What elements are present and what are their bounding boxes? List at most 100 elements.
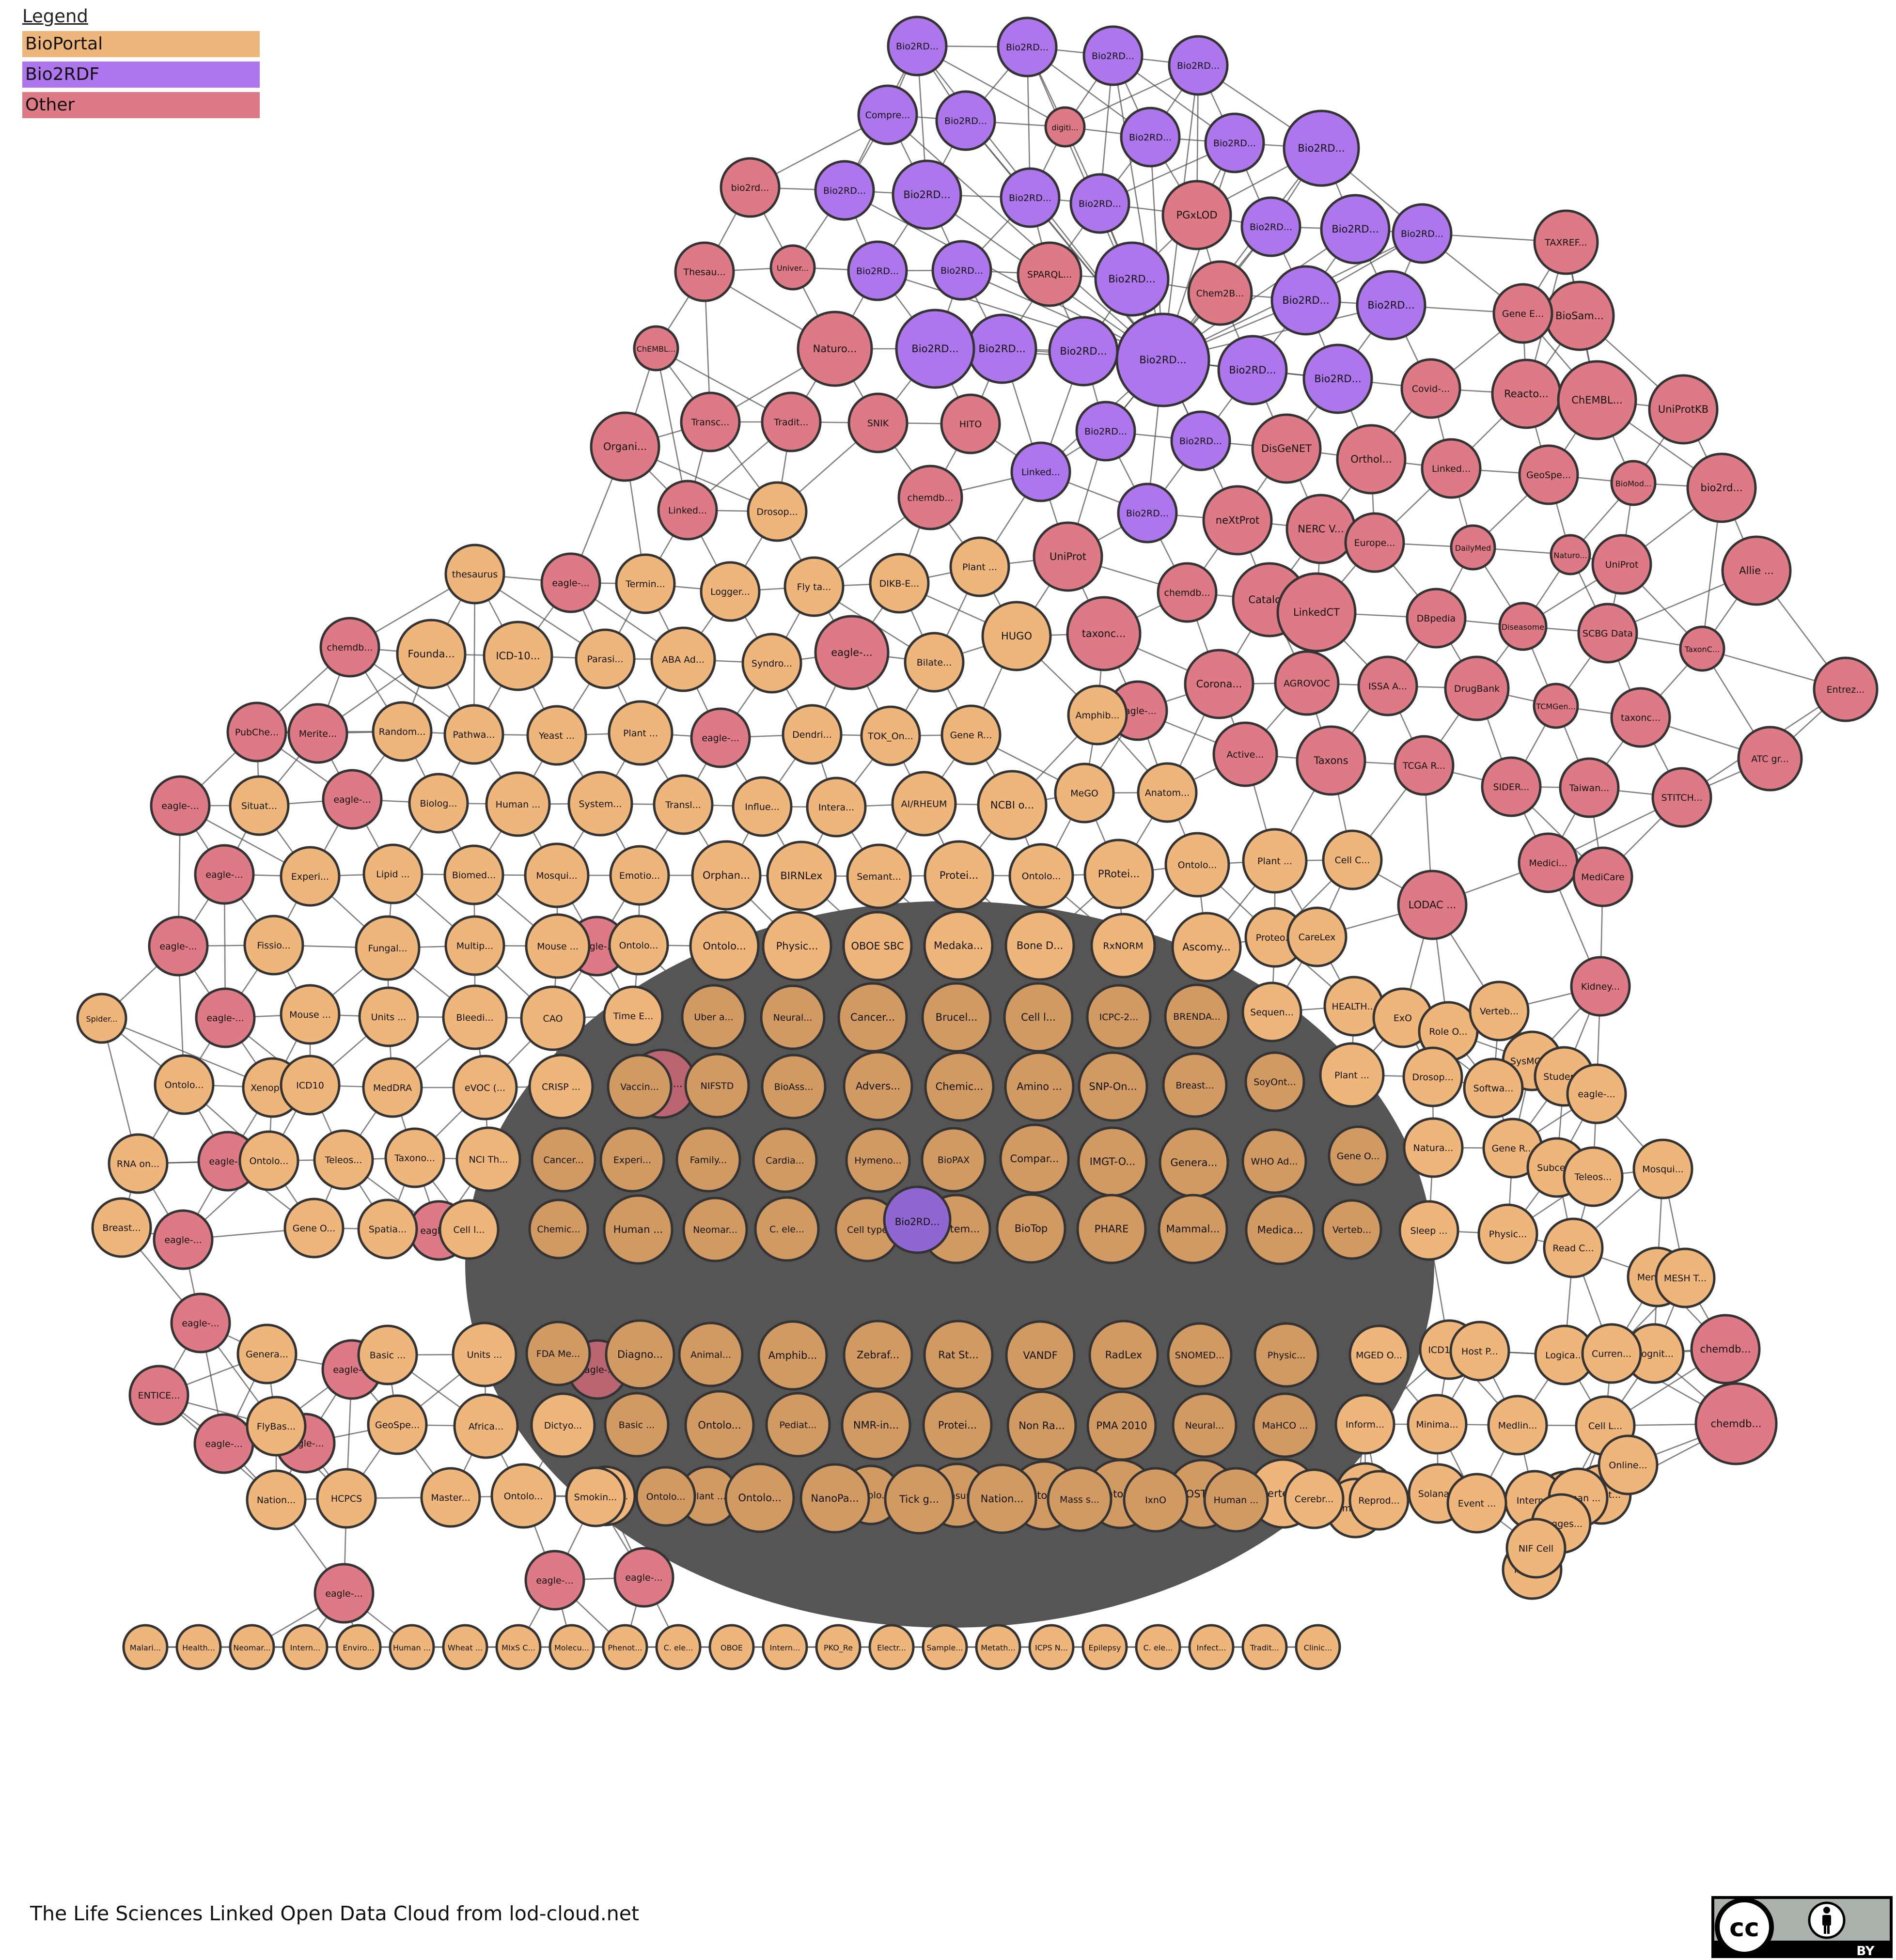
graph-node[interactable]: Mass s... — [1047, 1466, 1113, 1532]
node-circle[interactable] — [599, 1127, 665, 1193]
graph-node[interactable]: Chemic... — [924, 1051, 995, 1122]
graph-node[interactable]: Bleedi... — [442, 984, 508, 1050]
graph-node[interactable]: Mammal... — [1158, 1194, 1228, 1264]
graph-node[interactable]: MGED O... — [1348, 1324, 1410, 1385]
node-circle[interactable] — [453, 1393, 519, 1459]
node-circle[interactable] — [154, 1054, 215, 1115]
node-circle[interactable] — [1610, 687, 1671, 748]
graph-node[interactable]: Nation... — [967, 1463, 1037, 1534]
node-circle[interactable] — [1721, 535, 1792, 606]
graph-node[interactable]: chemdb... — [1690, 1314, 1761, 1384]
graph-node[interactable]: AGROVOC — [1274, 650, 1340, 716]
node-circle[interactable] — [1172, 1392, 1238, 1458]
graph-node[interactable]: PubChe... — [226, 701, 287, 762]
node-circle[interactable] — [1254, 1322, 1319, 1388]
graph-node[interactable]: Cell l... — [439, 1199, 500, 1260]
graph-node[interactable]: Physic... — [1254, 1322, 1319, 1388]
node-circle[interactable] — [708, 1624, 755, 1670]
node-circle[interactable] — [153, 1209, 214, 1270]
graph-node[interactable]: SCBG Data — [1577, 603, 1638, 664]
graph-node[interactable]: Linked... — [657, 480, 718, 541]
graph-node[interactable]: ChEMBL... — [633, 325, 679, 372]
node-circle[interactable] — [1241, 981, 1302, 1042]
node-circle[interactable] — [949, 536, 1010, 597]
node-circle[interactable] — [1187, 260, 1253, 326]
node-circle[interactable] — [1481, 756, 1542, 817]
node-circle[interactable] — [1394, 735, 1455, 796]
node-circle[interactable] — [754, 1196, 820, 1262]
graph-node[interactable]: Dendri... — [782, 704, 843, 765]
graph-node[interactable]: Neomar... — [682, 1197, 748, 1262]
graph-node[interactable]: Gene O... — [1328, 1125, 1389, 1186]
graph-node[interactable]: Bio2RD... — [1302, 343, 1373, 414]
graph-node[interactable]: UniProtKB — [1648, 374, 1719, 445]
graph-node[interactable]: Compre... — [857, 84, 918, 145]
graph-node[interactable]: NIFSTD — [684, 1053, 750, 1119]
graph-node[interactable]: Infect... — [1188, 1624, 1235, 1670]
graph-node[interactable]: Plant ... — [608, 700, 674, 766]
graph-node[interactable]: Human ... — [389, 1624, 435, 1670]
graph-node[interactable]: Wheat ... — [442, 1624, 488, 1670]
graph-node[interactable]: Bio2RD... — [1094, 241, 1170, 317]
node-circle[interactable] — [700, 561, 761, 622]
node-circle[interactable] — [520, 985, 586, 1051]
graph-node[interactable]: Amphib... — [1067, 684, 1128, 746]
graph-node[interactable]: BioSam... — [1544, 280, 1615, 351]
node-circle[interactable] — [1286, 906, 1348, 967]
node-circle[interactable] — [1283, 109, 1360, 187]
node-circle[interactable] — [483, 621, 553, 691]
graph-node[interactable]: Cerebr... — [1284, 1468, 1345, 1529]
graph-node[interactable]: Bio2RD... — [1069, 173, 1130, 234]
graph-node[interactable]: Fly ta... — [783, 556, 845, 617]
node-circle[interactable] — [1137, 762, 1198, 823]
graph-node[interactable]: Sequen... — [1241, 981, 1302, 1042]
node-circle[interactable] — [975, 1624, 1021, 1670]
graph-node[interactable]: Breast... — [1162, 1052, 1228, 1118]
node-circle[interactable] — [602, 1624, 648, 1670]
node-circle[interactable] — [1403, 1117, 1464, 1178]
node-circle[interactable] — [1240, 196, 1301, 257]
node-circle[interactable] — [1158, 1194, 1228, 1264]
graph-node[interactable]: Logica... — [1534, 1324, 1595, 1385]
node-circle[interactable] — [540, 552, 601, 613]
graph-node[interactable]: eagle-... — [313, 1563, 375, 1624]
graph-node[interactable]: Bio2RD... — [1204, 112, 1265, 173]
node-circle[interactable] — [691, 840, 762, 911]
node-circle[interactable] — [1397, 870, 1468, 940]
graph-node[interactable]: bio2rd... — [1686, 452, 1757, 523]
node-circle[interactable] — [922, 1624, 968, 1670]
graph-node[interactable]: Time E... — [603, 985, 664, 1046]
graph-node[interactable]: Rat St... — [923, 1320, 994, 1390]
graph-node[interactable]: Mouse ... — [280, 984, 341, 1045]
graph-node[interactable]: Ontolo... — [724, 1462, 795, 1533]
graph-node[interactable]: OBOE — [708, 1624, 755, 1670]
node-circle[interactable] — [609, 845, 670, 906]
node-circle[interactable] — [635, 1466, 696, 1527]
node-circle[interactable] — [1344, 512, 1405, 573]
graph-node[interactable]: Bio2RD... — [887, 16, 948, 77]
node-circle[interactable] — [608, 700, 674, 766]
node-circle[interactable] — [1203, 1467, 1269, 1533]
node-circle[interactable] — [1047, 1466, 1113, 1532]
graph-node[interactable]: Taxons — [1296, 725, 1366, 796]
graph-node[interactable]: RNA on... — [108, 1133, 169, 1194]
graph-node[interactable]: BioAss... — [761, 1054, 827, 1120]
node-circle[interactable] — [1094, 241, 1170, 317]
node-circle[interactable] — [443, 844, 504, 905]
graph-node[interactable]: Thesau... — [674, 241, 735, 302]
node-circle[interactable] — [633, 325, 679, 372]
node-circle[interactable] — [1450, 524, 1496, 571]
graph-node[interactable]: VANDF — [1005, 1320, 1076, 1391]
graph-node[interactable]: eagle-... — [690, 707, 751, 768]
node-circle[interactable] — [528, 1054, 594, 1120]
node-circle[interactable] — [1505, 1518, 1567, 1579]
graph-node[interactable]: DIKB-E... — [869, 553, 930, 614]
node-circle[interactable] — [362, 1057, 423, 1118]
graph-node[interactable]: RxNORM — [1090, 913, 1156, 979]
graph-node[interactable]: Lipid ... — [362, 843, 423, 904]
graph-node[interactable]: CareLex — [1286, 906, 1348, 967]
graph-node[interactable]: HCPCS — [316, 1468, 377, 1529]
node-circle[interactable] — [128, 1365, 189, 1426]
node-circle[interactable] — [924, 840, 994, 911]
graph-node[interactable]: Fissio... — [243, 915, 304, 976]
